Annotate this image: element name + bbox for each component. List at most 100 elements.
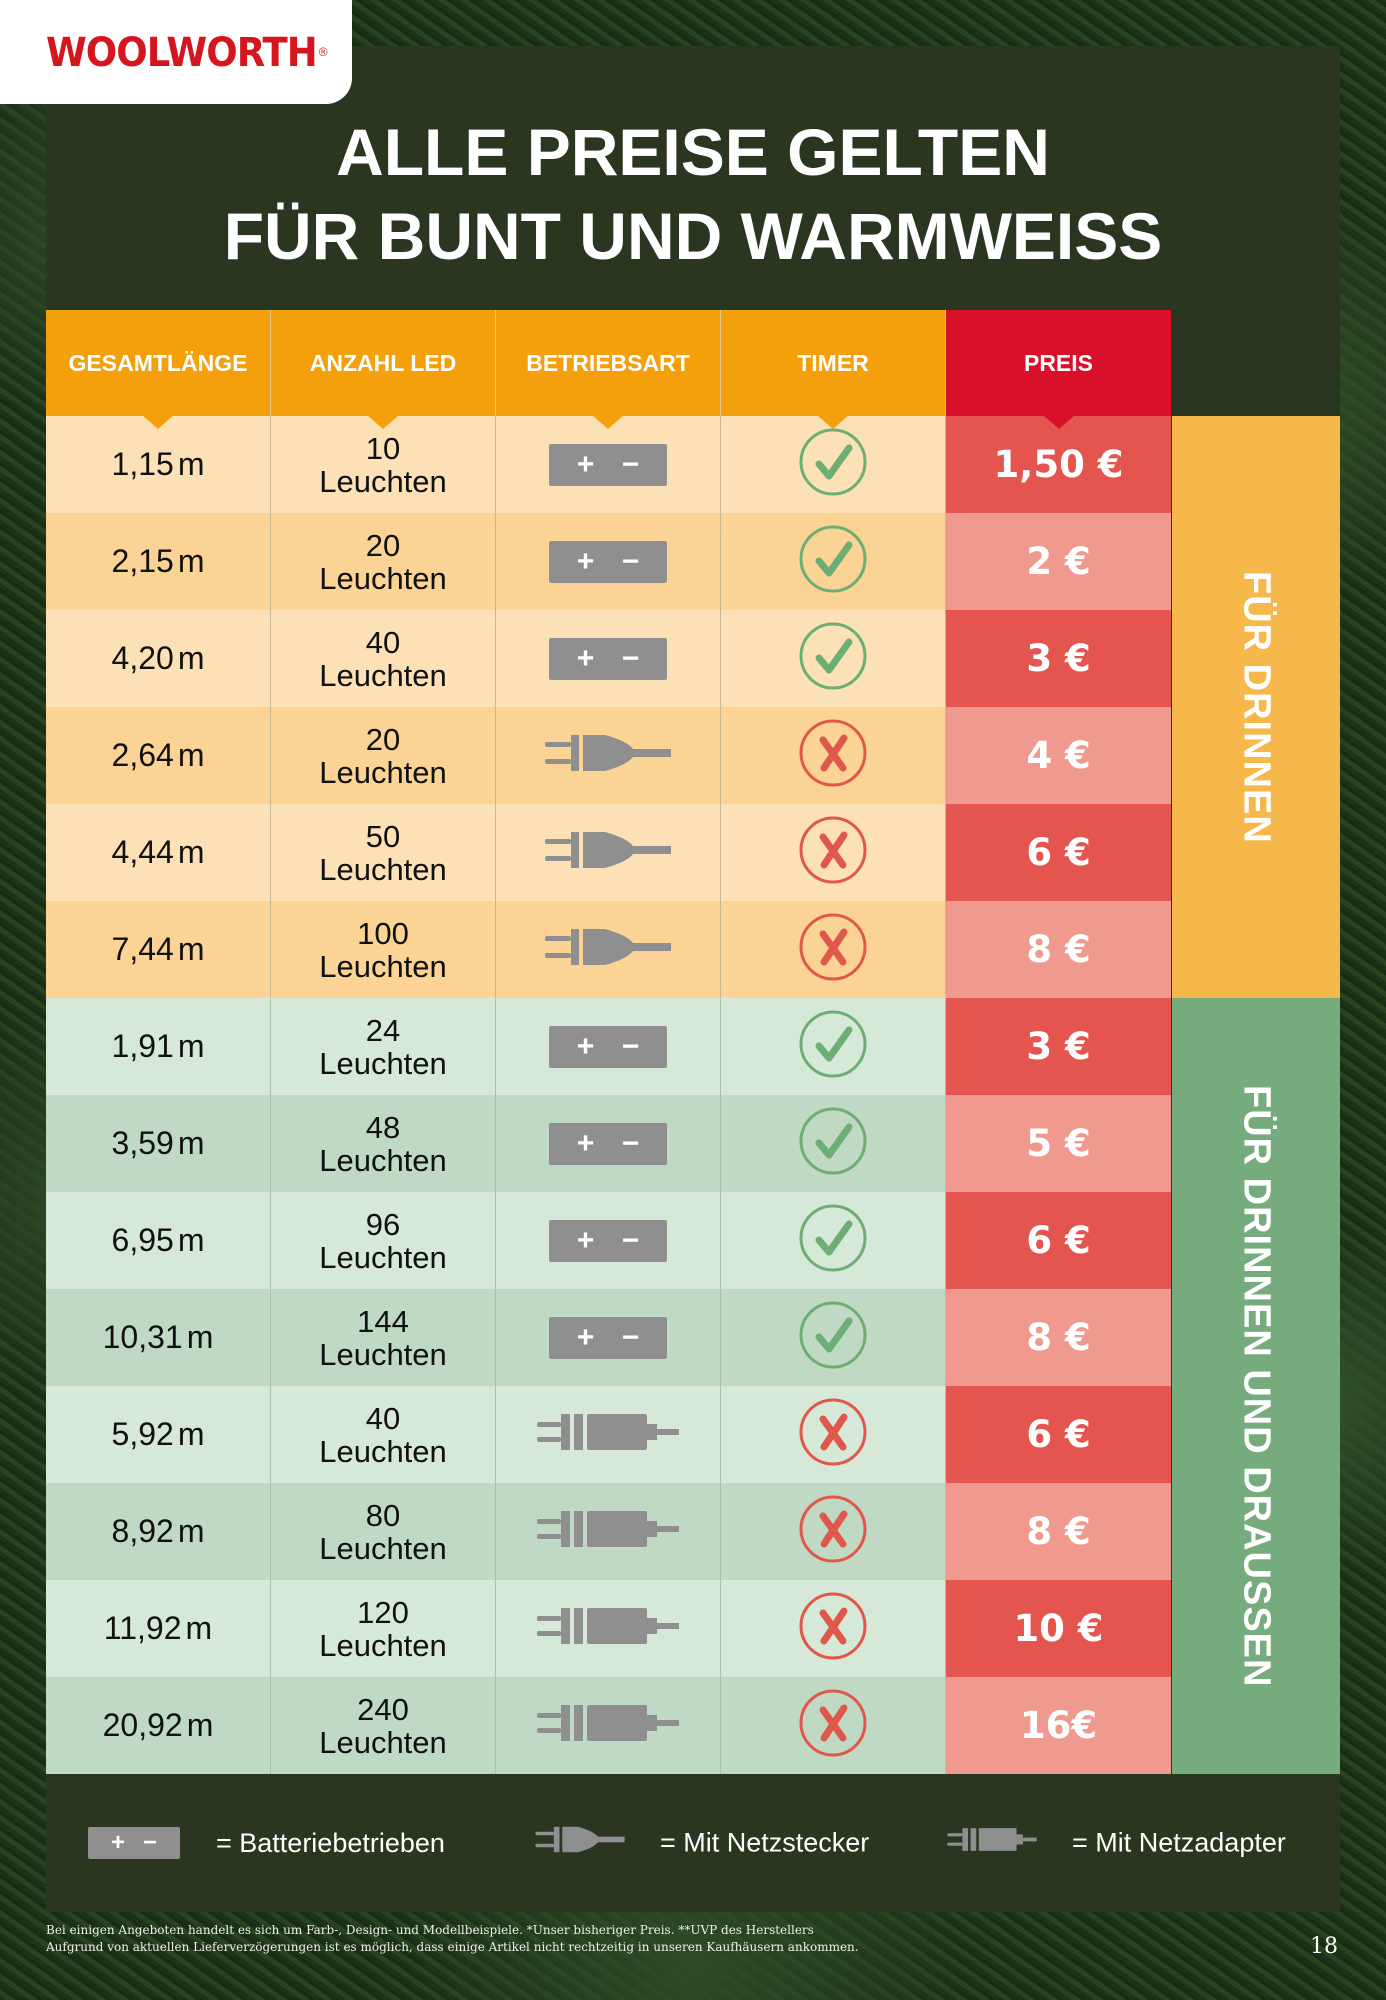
cross-icon: [798, 718, 868, 793]
power-adapter-icon: [535, 1507, 681, 1556]
table-row: 3,59 m 48 Leuchten + − 5 €: [46, 1095, 1172, 1192]
power-adapter-icon: [535, 1604, 681, 1653]
cell-price: 3 €: [946, 998, 1171, 1095]
table-row: 2,64 m 20 Leuchten 4 €: [46, 707, 1172, 804]
title-line-2: FÜR BUNT UND WARMWEISS: [223, 199, 1163, 273]
cross-icon: [798, 1397, 868, 1472]
table-row: 2,15 m 20 Leuchten + − 2 €: [46, 513, 1172, 610]
legend-battery: + − = Batteriebetrieben: [88, 1827, 445, 1859]
header-price: PREIS: [946, 310, 1171, 429]
price-table: GESAMTLÄNGE ANZAHL LED BETRIEBSART TIMER…: [46, 310, 1172, 1774]
page-title: ALLE PREISE GELTEN FÜR BUNT UND WARMWEIS…: [46, 110, 1340, 278]
cross-icon: [798, 912, 868, 987]
cell-length: 10,31 m: [46, 1289, 271, 1386]
table-row: 8,92 m 80 Leuchten 8 €: [46, 1483, 1172, 1580]
cell-led: 100 Leuchten: [271, 901, 496, 998]
legend: + − = Batteriebetrieben = Mit Netzstecker…: [46, 1774, 1340, 1912]
cell-timer: [721, 1289, 946, 1386]
battery-icon: + −: [549, 1025, 667, 1068]
cell-led: 144 Leuchten: [271, 1289, 496, 1386]
table-body: 1,15 m 10 Leuchten + − 1,50 € 2,15 m 20 Leuch…: [46, 416, 1172, 1774]
cell-timer: [721, 1192, 946, 1289]
footnote: Bei einigen Angeboten handelt es sich um…: [46, 1922, 1146, 1956]
cell-price: 8 €: [946, 1289, 1171, 1386]
cell-mode: [496, 1386, 721, 1483]
cell-timer: [721, 1386, 946, 1483]
cell-price: 8 €: [946, 1483, 1171, 1580]
section-indoor-label: FÜR DRINNEN: [1235, 570, 1278, 844]
checkmark-icon: [798, 524, 868, 599]
cell-mode: + −: [496, 513, 721, 610]
cell-timer: [721, 998, 946, 1095]
table-row: 20,92 m 240 Leuchten 16€: [46, 1677, 1172, 1774]
table-row: 5,92 m 40 Leuchten 6 €: [46, 1386, 1172, 1483]
power-adapter-icon: [946, 1825, 1038, 1862]
power-plug-icon: [543, 828, 673, 877]
cell-timer: [721, 804, 946, 901]
cell-led: 240 Leuchten: [271, 1677, 496, 1774]
battery-icon: + −: [88, 1827, 180, 1859]
cell-mode: [496, 1580, 721, 1677]
cell-timer: [721, 416, 946, 513]
checkmark-icon: [798, 1106, 868, 1181]
page-number: 18: [1310, 1934, 1338, 1959]
header-length: GESAMTLÄNGE: [46, 310, 271, 429]
legend-plug: = Mit Netzstecker: [534, 1824, 869, 1863]
cell-price: 5 €: [946, 1095, 1171, 1192]
cell-length: 20,92 m: [46, 1677, 271, 1774]
cell-length: 1,91 m: [46, 998, 271, 1095]
battery-icon: + −: [549, 443, 667, 486]
cell-timer: [721, 707, 946, 804]
power-plug-icon: [534, 1824, 626, 1863]
cell-mode: + −: [496, 416, 721, 513]
cell-price: 3 €: [946, 610, 1171, 707]
cell-timer: [721, 1580, 946, 1677]
legend-adapter: = Mit Netzadapter: [946, 1825, 1286, 1862]
cell-length: 1,15 m: [46, 416, 271, 513]
cell-mode: + −: [496, 998, 721, 1095]
legend-plug-label: = Mit Netzstecker: [660, 1827, 870, 1858]
checkmark-icon: [798, 427, 868, 502]
cell-length: 4,44 m: [46, 804, 271, 901]
cell-led: 20 Leuchten: [271, 513, 496, 610]
cell-led: 120 Leuchten: [271, 1580, 496, 1677]
table-row: 6,95 m 96 Leuchten + − 6 €: [46, 1192, 1172, 1289]
brand-logo: WOOLWORTH: [46, 28, 318, 76]
footnote-line-1: Bei einigen Angeboten handelt es sich um…: [46, 1923, 814, 1937]
checkmark-icon: [798, 621, 868, 696]
cross-icon: [798, 1688, 868, 1763]
cell-timer: [721, 1677, 946, 1774]
cell-mode: + −: [496, 1289, 721, 1386]
header-led: ANZAHL LED: [271, 310, 496, 429]
cell-timer: [721, 1483, 946, 1580]
checkmark-icon: [798, 1009, 868, 1084]
power-adapter-icon: [535, 1410, 681, 1459]
cell-mode: [496, 1483, 721, 1580]
cell-mode: + −: [496, 1095, 721, 1192]
cell-length: 4,20 m: [46, 610, 271, 707]
checkmark-icon: [798, 1203, 868, 1278]
cell-timer: [721, 1095, 946, 1192]
cell-price: 4 €: [946, 707, 1171, 804]
battery-icon: + −: [549, 1316, 667, 1359]
cross-icon: [798, 815, 868, 890]
table-header: GESAMTLÄNGE ANZAHL LED BETRIEBSART TIMER…: [46, 310, 1172, 429]
cell-led: 48 Leuchten: [271, 1095, 496, 1192]
table-row: 10,31 m 144 Leuchten + − 8 €: [46, 1289, 1172, 1386]
cell-timer: [721, 901, 946, 998]
cell-length: 5,92 m: [46, 1386, 271, 1483]
battery-icon: + −: [549, 540, 667, 583]
section-outdoor-label: FÜR DRINNEN UND DRAUSSEN: [1235, 1084, 1278, 1688]
section-indoor: FÜR DRINNEN: [1172, 416, 1340, 998]
registered-mark: ®: [318, 45, 328, 59]
table-row: 4,20 m 40 Leuchten + − 3 €: [46, 610, 1172, 707]
battery-icon: + −: [549, 1219, 667, 1262]
title-line-1: ALLE PREISE GELTEN: [336, 115, 1050, 189]
power-plug-icon: [543, 731, 673, 780]
table-row: 1,91 m 24 Leuchten + − 3 €: [46, 998, 1172, 1095]
logo-tab: WOOLWORTH ®: [0, 0, 352, 104]
table-row: 7,44 m 100 Leuchten 8 €: [46, 901, 1172, 998]
cell-mode: [496, 1677, 721, 1774]
cell-length: 11,92 m: [46, 1580, 271, 1677]
cross-icon: [798, 1494, 868, 1569]
